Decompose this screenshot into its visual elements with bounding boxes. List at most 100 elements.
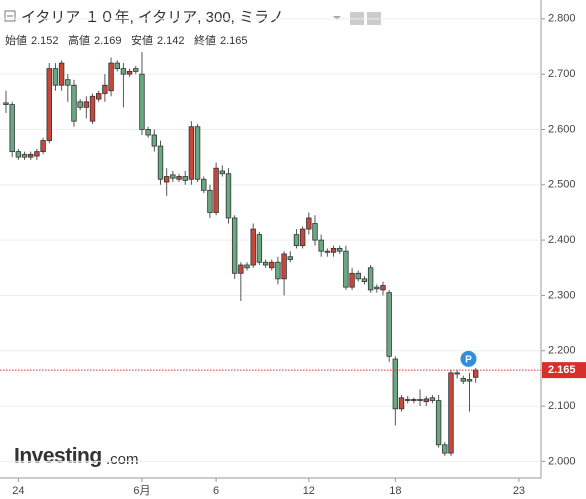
x-tick-label: 18	[389, 485, 401, 497]
candle-body	[312, 223, 318, 241]
candle-body	[133, 68, 139, 72]
candle-body	[262, 261, 269, 266]
x-tick-label: 12	[303, 485, 315, 497]
candle-body	[126, 70, 133, 75]
candle-body	[89, 95, 96, 122]
candle-body	[337, 248, 343, 252]
candle-body	[15, 151, 22, 158]
last-price-label: 2.165	[548, 364, 576, 376]
y-tick-label: 2.600	[548, 123, 576, 135]
last-price-box	[542, 362, 586, 379]
event-marker-label: P	[465, 355, 472, 366]
candle-body	[299, 228, 306, 247]
y-tick-label: 2.800	[548, 13, 576, 25]
candle-body	[330, 248, 337, 253]
y-tick-label: 2.300	[548, 289, 576, 301]
candle-body	[77, 101, 83, 108]
logo-suffix: .com	[106, 451, 139, 468]
candle-body	[34, 151, 40, 157]
candle-body	[182, 176, 188, 181]
candle-body	[231, 217, 238, 274]
candle-body	[448, 372, 454, 454]
candle-body	[52, 68, 59, 86]
ohlc-header: 始値 2.152 高値 2.169 安値 2.142 終値 2.165	[5, 33, 248, 47]
candle-body	[83, 101, 90, 108]
candle-body	[454, 372, 460, 375]
candle-body	[120, 68, 127, 75]
candle-body	[65, 79, 71, 86]
candle-body	[108, 62, 114, 92]
y-tick-label: 2.100	[548, 400, 576, 412]
x-tick-label: 24	[12, 485, 24, 497]
candle-body	[201, 178, 207, 191]
candle-body	[361, 278, 368, 283]
chart-title: イタリア １０年, イタリア, 300, ミラノ	[21, 9, 284, 26]
candle-body	[275, 261, 281, 280]
candle-body	[404, 399, 411, 401]
candle-body	[256, 234, 263, 263]
y-tick-label: 2.500	[548, 179, 576, 191]
candle-body	[176, 176, 182, 180]
y-tick-label: 2.000	[548, 455, 576, 467]
candle-body	[170, 174, 176, 179]
candle-body	[139, 73, 145, 130]
candle-body	[213, 167, 219, 213]
event-marker[interactable]	[460, 350, 477, 367]
candle-body	[380, 285, 386, 291]
candle-body	[423, 398, 429, 403]
candle-body	[355, 272, 361, 280]
candle-body	[324, 250, 331, 253]
candle-body	[194, 126, 201, 180]
candle-body	[238, 264, 244, 274]
candle-body	[145, 129, 151, 136]
x-tick-label: 6	[213, 485, 219, 497]
candle-body	[293, 234, 300, 247]
candle-body	[157, 145, 164, 180]
y-tick-label: 2.200	[548, 345, 576, 357]
high-label: 高値	[68, 33, 90, 47]
candle-body	[244, 264, 250, 269]
y-tick-label: 2.400	[548, 234, 576, 246]
candle-body	[219, 170, 225, 175]
candle-body	[460, 378, 467, 382]
candle-body	[28, 153, 34, 158]
open-value: 2.152	[31, 35, 59, 47]
candle-body	[58, 62, 65, 86]
candle-body	[250, 228, 256, 266]
candle-body	[306, 217, 312, 230]
candle-body	[281, 253, 287, 280]
candle-body	[442, 444, 448, 454]
candle-body	[343, 250, 349, 288]
candle-body	[392, 358, 399, 410]
candle-body	[163, 176, 170, 183]
x-tick-label: 6月	[133, 485, 150, 497]
candle-body	[96, 93, 102, 100]
high-value: 2.169	[94, 35, 122, 47]
collapse-icon[interactable]	[4, 10, 16, 22]
open-label: 始値	[5, 33, 27, 47]
candle-body	[3, 102, 9, 105]
candle-body	[386, 292, 392, 357]
candle-body	[417, 399, 423, 401]
low-label: 安値	[131, 33, 153, 47]
candle-body	[411, 399, 417, 401]
candle-body	[71, 84, 77, 122]
y-tick-label: 2.700	[548, 68, 576, 80]
candle-body	[472, 369, 479, 378]
candle-body	[188, 126, 195, 180]
candle-body	[466, 379, 473, 382]
candle-body	[102, 84, 108, 94]
candle-body	[225, 173, 232, 219]
candle-body	[9, 104, 15, 153]
low-value: 2.142	[157, 35, 185, 47]
dropdown-arrow[interactable]	[333, 16, 341, 20]
candle-body	[367, 267, 374, 291]
close-label: 終値	[194, 33, 216, 47]
close-value: 2.165	[220, 35, 248, 47]
candle-body	[398, 397, 405, 410]
candle-body	[349, 272, 355, 288]
candle-body	[269, 261, 275, 269]
candle-body	[114, 62, 120, 70]
